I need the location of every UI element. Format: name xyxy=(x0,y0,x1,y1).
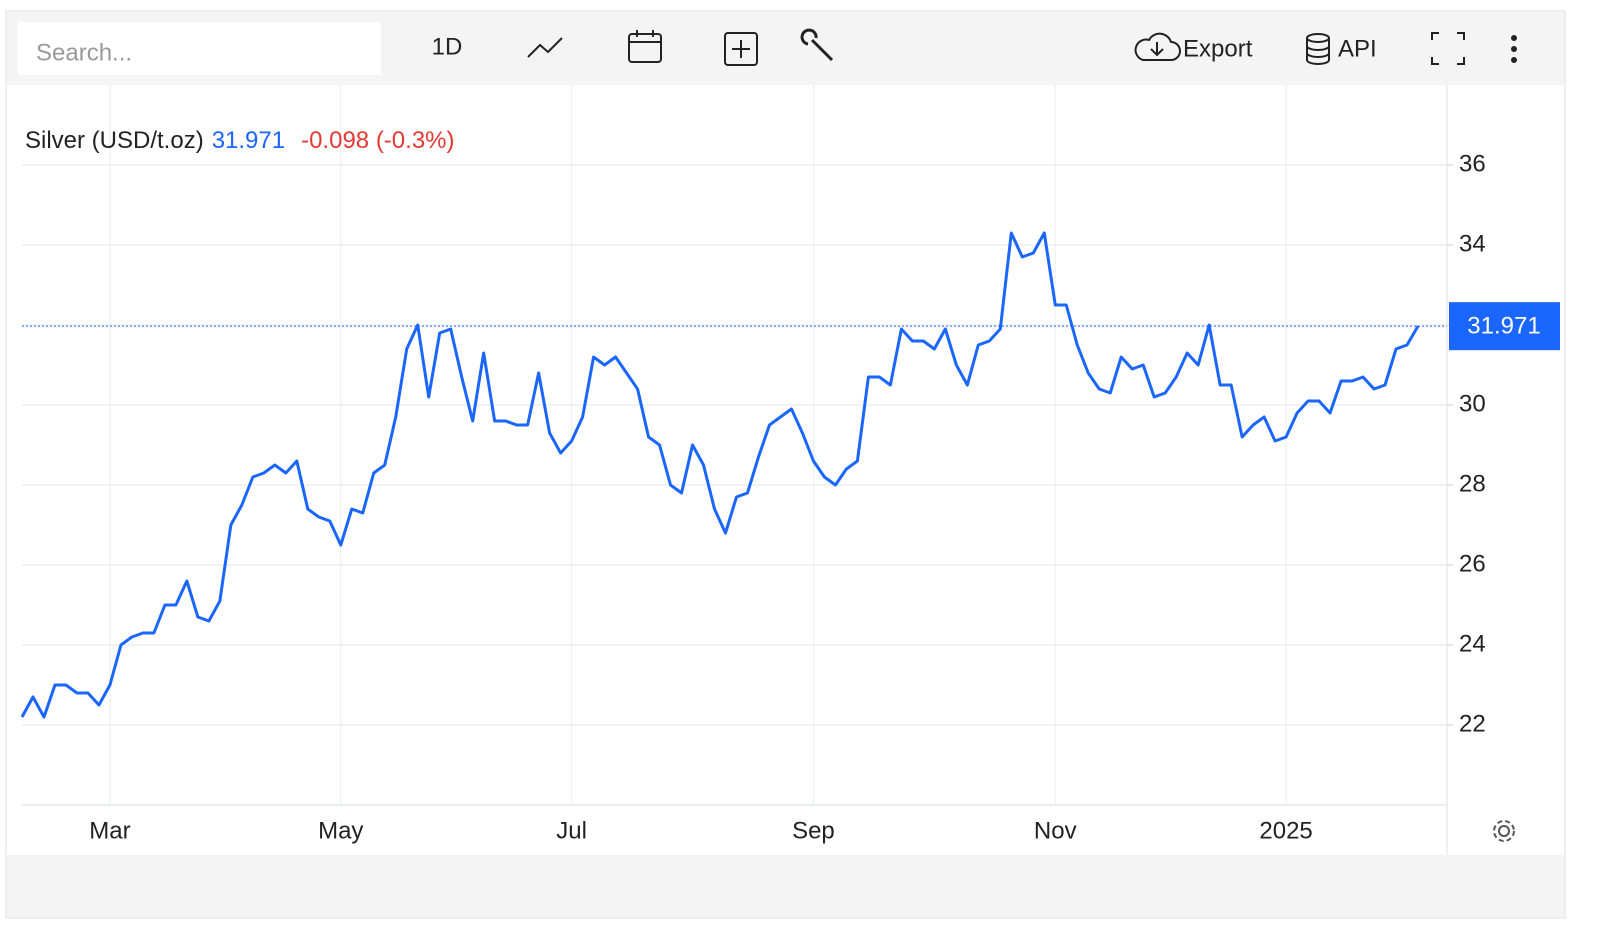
legend: Silver (USD/t.oz) 31.971 -0.098 (-0.3%) xyxy=(25,127,455,154)
api-button[interactable]: API xyxy=(1338,35,1377,62)
line-type-icon[interactable] xyxy=(527,37,563,58)
y-tick-label: 28 xyxy=(1459,470,1486,497)
export-icon[interactable] xyxy=(1134,32,1181,61)
search-placeholder: Search... xyxy=(36,39,132,66)
compare-icon[interactable] xyxy=(724,32,758,66)
legend-name: Silver (USD/t.oz) xyxy=(25,127,204,154)
last-value: 31.971 xyxy=(212,127,285,154)
tools-icon[interactable] xyxy=(800,28,834,62)
interval-button[interactable]: 1D xyxy=(432,33,463,60)
x-tick-label: Sep xyxy=(792,817,835,844)
change: -0.098 (-0.3%) xyxy=(301,127,454,154)
range-bar xyxy=(7,855,1564,917)
x-tick-label: Nov xyxy=(1034,817,1077,844)
api-icon[interactable] xyxy=(1306,33,1330,65)
fullscreen-icon[interactable] xyxy=(1431,32,1465,65)
x-tick-label: 2025 xyxy=(1259,817,1312,844)
y-tick-label: 34 xyxy=(1459,230,1486,257)
last-price-tag xyxy=(1449,302,1560,351)
y-tick-label: 30 xyxy=(1459,390,1486,417)
x-tick-label: May xyxy=(318,817,363,844)
price-line xyxy=(20,231,1420,719)
y-tick-label: 24 xyxy=(1459,630,1486,657)
x-tick-label: Mar xyxy=(89,817,130,844)
x-tick-label: Jul xyxy=(556,817,587,844)
widget-frame xyxy=(5,10,1566,919)
y-tick-label: 36 xyxy=(1459,150,1486,177)
y-tick-label: 26 xyxy=(1459,550,1486,577)
calendar-icon[interactable] xyxy=(628,30,662,63)
export-button[interactable]: Export xyxy=(1183,35,1253,62)
y-tick-label: 22 xyxy=(1459,710,1486,737)
settings-icon[interactable] xyxy=(1493,820,1515,842)
menu-icon[interactable] xyxy=(1511,35,1517,63)
search-box[interactable] xyxy=(18,22,381,75)
last-price-label: 31.971 xyxy=(1467,313,1540,340)
